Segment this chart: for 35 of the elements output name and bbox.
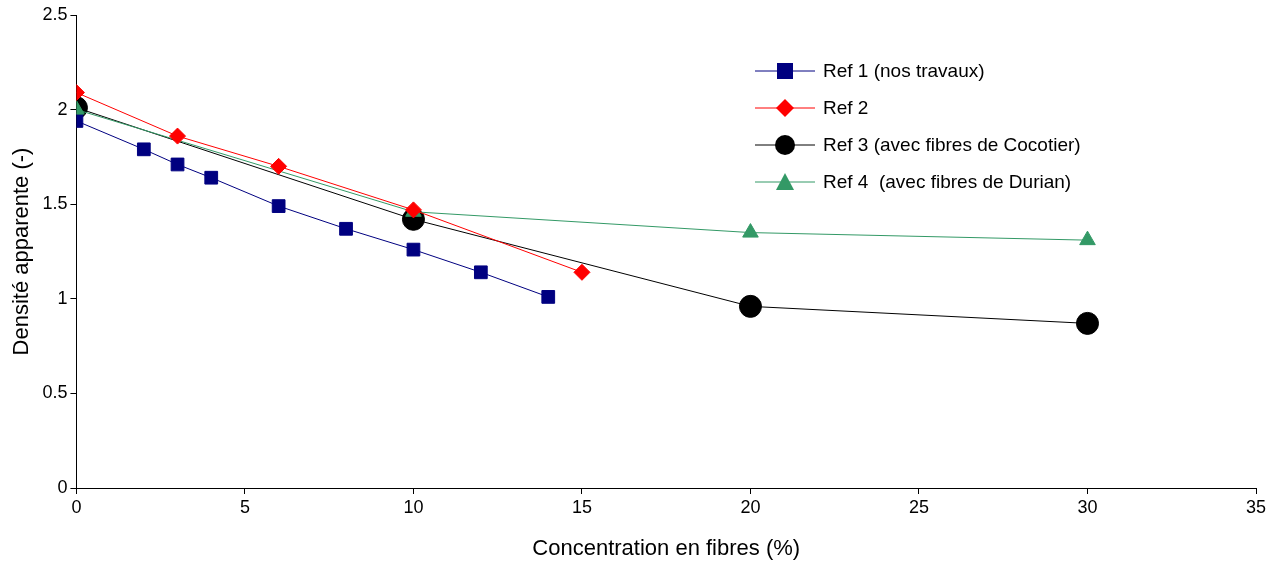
point <box>204 170 219 185</box>
y-axis-title: Densité apparente (-) <box>8 147 34 356</box>
x-tick-label: 30 <box>1077 496 1098 517</box>
x-tick-label: 25 <box>908 496 929 517</box>
y-tick-label: 0.5 <box>42 382 68 403</box>
y-tick-label: 1.5 <box>42 193 68 214</box>
x-tick-label: 10 <box>403 496 424 517</box>
y-tick-label: 2 <box>57 98 68 119</box>
point <box>406 242 421 257</box>
x-tick-label: 0 <box>71 496 82 517</box>
point <box>742 223 759 238</box>
y-tick-label: 1 <box>57 287 68 308</box>
point <box>1075 311 1099 335</box>
point <box>1079 230 1096 246</box>
legend-label: Ref 4 (avec fibres de Durian) <box>823 170 1072 194</box>
y-tick-label: 0 <box>57 476 68 497</box>
point <box>738 294 762 318</box>
legend-label: Ref 3 (avec fibres de Cocotier) <box>823 133 1081 157</box>
point <box>271 199 286 213</box>
point <box>169 127 187 145</box>
point <box>541 290 556 304</box>
point <box>170 157 185 172</box>
y-tick-label: 2.5 <box>42 3 68 24</box>
x-axis-title: Concentration en fibres (%) <box>532 534 801 560</box>
x-tick-label: 35 <box>1245 496 1267 517</box>
x-tick-label: 20 <box>740 496 761 517</box>
point <box>339 221 353 236</box>
legend-label: Ref 2 <box>823 96 869 120</box>
x-tick-label: 5 <box>239 496 250 517</box>
point <box>573 263 591 281</box>
x-tick-label: 15 <box>571 496 592 517</box>
point <box>270 157 288 175</box>
legend-label: Ref 1 (nos travaux) <box>823 59 985 83</box>
point <box>136 142 151 157</box>
point <box>473 265 488 280</box>
